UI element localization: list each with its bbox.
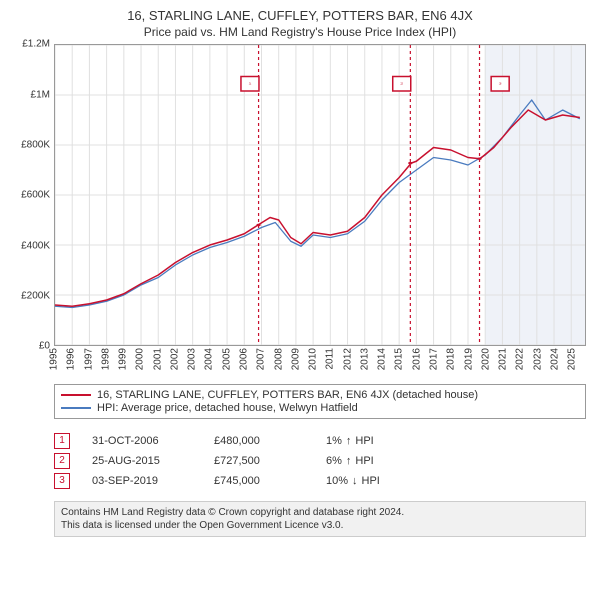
x-tick-label: 2002 <box>169 348 180 370</box>
x-tick-label: 1998 <box>100 348 111 370</box>
legend-label: 16, STARLING LANE, CUFFLEY, POTTERS BAR,… <box>97 389 478 401</box>
plot-area: 123 <box>54 44 586 346</box>
y-tick-label: £200K <box>21 291 50 302</box>
y-axis: £0£200K£400K£600K£800K£1M£1.2M <box>12 44 54 346</box>
y-tick-label: £1.2M <box>22 39 50 50</box>
chart: £0£200K£400K£600K£800K£1M£1.2M 123 19951… <box>12 44 588 374</box>
chart-title-main: 16, STARLING LANE, CUFFLEY, POTTERS BAR,… <box>12 8 588 25</box>
event-badge: 1 <box>54 433 70 449</box>
y-tick-label: £400K <box>21 240 50 251</box>
legend-item: HPI: Average price, detached house, Welw… <box>61 402 579 414</box>
x-tick-label: 2012 <box>342 348 353 370</box>
x-axis: 1995199619971998199920002001200220032004… <box>54 346 586 374</box>
event-delta: 1% ↑HPI <box>326 435 374 447</box>
events-table: 131-OCT-2006£480,0001%↑HPI225-AUG-2015£7… <box>54 429 586 493</box>
event-delta-suffix: HPI <box>355 435 373 447</box>
x-tick-label: 2003 <box>187 348 198 370</box>
event-row: 1 31-OCT-2006 £480,000 1% ↑HPI <box>54 433 586 449</box>
legend: 16, STARLING LANE, CUFFLEY, POTTERS BAR,… <box>54 384 586 419</box>
x-tick-label: 2007 <box>256 348 267 370</box>
event-row: 2 25-AUG-2015 £727,500 6% ↑HPI <box>54 453 586 469</box>
x-tick-label: 2015 <box>394 348 405 370</box>
x-tick-label: 2014 <box>377 348 388 370</box>
x-tick-label: 2006 <box>239 348 250 370</box>
event-price: £480,000 <box>214 435 304 447</box>
legend-label: HPI: Average price, detached house, Welw… <box>97 402 358 414</box>
x-tick-label: 2010 <box>308 348 319 370</box>
event-badge: 3 <box>54 473 70 489</box>
y-tick-label: £1M <box>31 89 50 100</box>
x-tick-label: 1997 <box>83 348 94 370</box>
event-price: £745,000 <box>214 475 304 487</box>
event-date: 25-AUG-2015 <box>92 455 192 467</box>
x-tick-label: 2020 <box>480 348 491 370</box>
arrow-down-icon: ↓ <box>352 475 358 487</box>
x-tick-label: 2005 <box>221 348 232 370</box>
x-tick-label: 2019 <box>463 348 474 370</box>
event-delta-pct: 6% <box>326 455 342 467</box>
x-tick-label: 2001 <box>152 348 163 370</box>
event-delta: 6% ↑HPI <box>326 455 374 467</box>
x-tick-label: 2008 <box>273 348 284 370</box>
legend-swatch <box>61 394 91 396</box>
legend-item: 16, STARLING LANE, CUFFLEY, POTTERS BAR,… <box>61 389 579 401</box>
x-tick-label: 2023 <box>532 348 543 370</box>
x-tick-label: 2004 <box>204 348 215 370</box>
x-tick-label: 2021 <box>498 348 509 370</box>
footer-line-1: Contains HM Land Registry data © Crown c… <box>61 506 579 519</box>
x-tick-label: 1996 <box>66 348 77 370</box>
x-tick-label: 2024 <box>549 348 560 370</box>
attribution-footer: Contains HM Land Registry data © Crown c… <box>54 501 586 537</box>
x-tick-label: 1999 <box>118 348 129 370</box>
arrow-up-icon: ↑ <box>346 455 352 467</box>
x-tick-label: 2013 <box>359 348 370 370</box>
event-delta: 10% ↓ HPI <box>326 475 380 487</box>
event-price: £727,500 <box>214 455 304 467</box>
event-delta-pct: 10% <box>326 475 348 487</box>
x-tick-label: 2009 <box>290 348 301 370</box>
x-tick-label: 2016 <box>411 348 422 370</box>
x-tick-label: 2011 <box>325 348 336 370</box>
chart-titles: 16, STARLING LANE, CUFFLEY, POTTERS BAR,… <box>12 8 588 40</box>
x-tick-label: 1995 <box>49 348 60 370</box>
chart-title-sub: Price paid vs. HM Land Registry's House … <box>12 25 588 41</box>
x-tick-label: 2017 <box>429 348 440 370</box>
event-date: 31-OCT-2006 <box>92 435 192 447</box>
event-delta-suffix: HPI <box>362 475 380 487</box>
y-tick-label: £600K <box>21 190 50 201</box>
event-delta-suffix: HPI <box>355 455 373 467</box>
event-delta-pct: 1% <box>326 435 342 447</box>
event-badge: 2 <box>54 453 70 469</box>
event-row: 3 03-SEP-2019 £745,000 10% ↓ HPI <box>54 473 586 489</box>
x-tick-label: 2025 <box>567 348 578 370</box>
legend-swatch <box>61 407 91 409</box>
x-tick-label: 2022 <box>515 348 526 370</box>
event-date: 03-SEP-2019 <box>92 475 192 487</box>
x-tick-label: 2000 <box>135 348 146 370</box>
x-tick-label: 2018 <box>446 348 457 370</box>
footer-line-2: This data is licensed under the Open Gov… <box>61 519 579 532</box>
arrow-up-icon: ↑ <box>346 435 352 447</box>
y-tick-label: £800K <box>21 140 50 151</box>
